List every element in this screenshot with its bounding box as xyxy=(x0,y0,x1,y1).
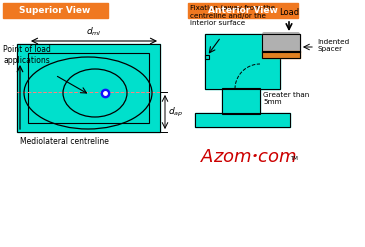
Bar xyxy=(262,51,300,58)
Bar xyxy=(262,34,300,52)
Text: $d_{ml}$: $d_{ml}$ xyxy=(86,25,102,38)
Text: Greater than
5mm: Greater than 5mm xyxy=(263,92,309,105)
Bar xyxy=(205,55,209,59)
Text: Superior View: Superior View xyxy=(19,6,91,15)
Text: Anterior View: Anterior View xyxy=(208,6,278,15)
Bar xyxy=(17,44,160,132)
Text: TM: TM xyxy=(290,157,298,162)
Bar xyxy=(195,113,290,127)
Text: Mediolateral centreline: Mediolateral centreline xyxy=(20,137,109,146)
Bar xyxy=(195,113,290,127)
Text: $\mathit{Azom}$·$\mathit{com}$: $\mathit{Azom}$·$\mathit{com}$ xyxy=(200,148,296,166)
Text: Load: Load xyxy=(279,8,299,17)
Text: Spacer: Spacer xyxy=(317,46,342,52)
Bar xyxy=(17,44,160,132)
Bar xyxy=(222,88,260,114)
Bar xyxy=(205,34,280,89)
Text: Indented: Indented xyxy=(317,39,349,45)
Bar xyxy=(262,34,300,52)
Bar xyxy=(262,51,300,58)
Text: $d_{ap}$: $d_{ap}$ xyxy=(168,105,183,119)
Text: Fixation (away from the
centreline and/or the
interior surface: Fixation (away from the centreline and/o… xyxy=(190,5,275,26)
Text: Point of load
applications: Point of load applications xyxy=(3,45,51,65)
Bar xyxy=(222,88,260,114)
FancyBboxPatch shape xyxy=(262,32,300,44)
Bar xyxy=(205,34,280,89)
Bar xyxy=(28,53,149,123)
Bar xyxy=(188,3,298,18)
Bar xyxy=(3,3,108,18)
